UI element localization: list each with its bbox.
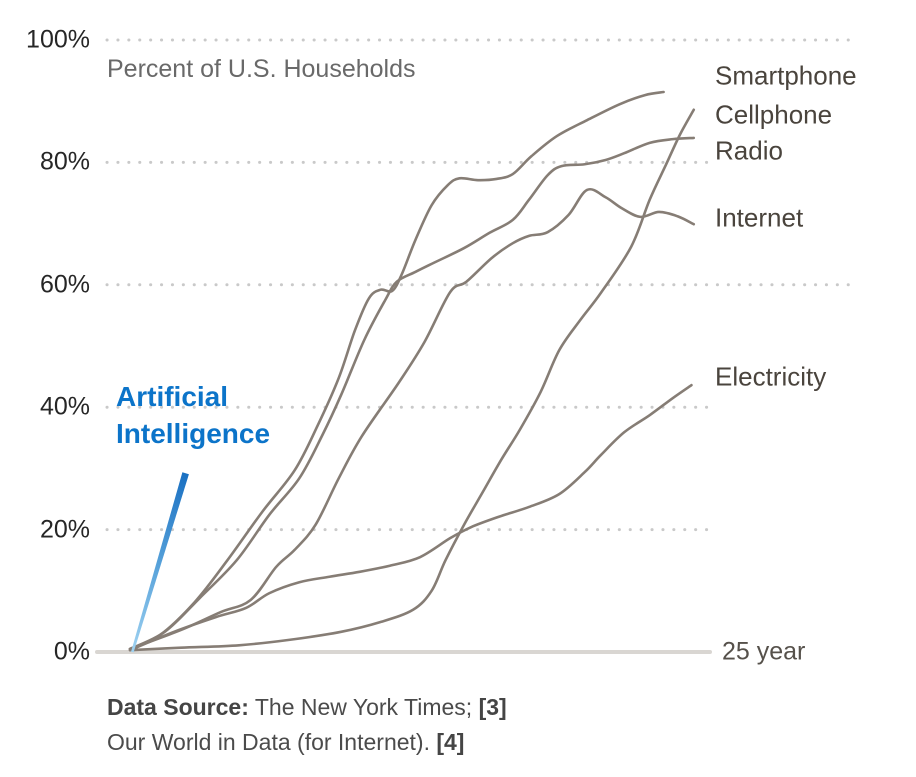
- artificial-intelligence-line: [131, 472, 189, 653]
- ai-label-line1: Artificial: [116, 381, 229, 412]
- ai-label-line2: Intelligence: [116, 418, 271, 449]
- y-tick-0: 0%: [53, 637, 90, 666]
- source-ref-4: [4]: [436, 729, 465, 755]
- y-tick-20: 20%: [39, 515, 90, 544]
- series-label-cellphone: Cellphone: [715, 99, 833, 130]
- source-line-1: Data Source: The New York Times; [3]: [107, 690, 507, 725]
- source-label: Data Source:: [107, 694, 249, 720]
- y-tick-40: 40%: [39, 392, 90, 421]
- series-label-electricity: Electricity: [715, 361, 827, 392]
- x-axis-label: 25 year: [722, 637, 806, 666]
- y-tick-100: 100%: [26, 25, 90, 54]
- cellphone-line: [128, 108, 696, 652]
- chart-subtitle: Percent of U.S. Households: [107, 55, 416, 83]
- series-label-smartphone: Smartphone: [715, 60, 857, 91]
- source-ref-3: [3]: [478, 694, 507, 720]
- y-tick-60: 60%: [39, 270, 90, 299]
- smartphone-line: [128, 90, 665, 651]
- radio-line: [128, 136, 696, 651]
- source-line-2: Our World in Data (for Internet). [4]: [107, 725, 507, 760]
- internet-line: [128, 187, 696, 651]
- electricity-line: [128, 383, 693, 652]
- y-tick-80: 80%: [39, 147, 90, 176]
- source-text-2: Our World in Data (for Internet).: [107, 729, 437, 755]
- source-text-1: The New York Times;: [248, 694, 479, 720]
- data-source: Data Source: The New York Times; [3] Our…: [107, 690, 507, 760]
- series-label-internet: Internet: [715, 202, 804, 233]
- ai-series-label: Artificial Intelligence: [116, 378, 270, 452]
- series-label-radio: Radio: [715, 135, 783, 166]
